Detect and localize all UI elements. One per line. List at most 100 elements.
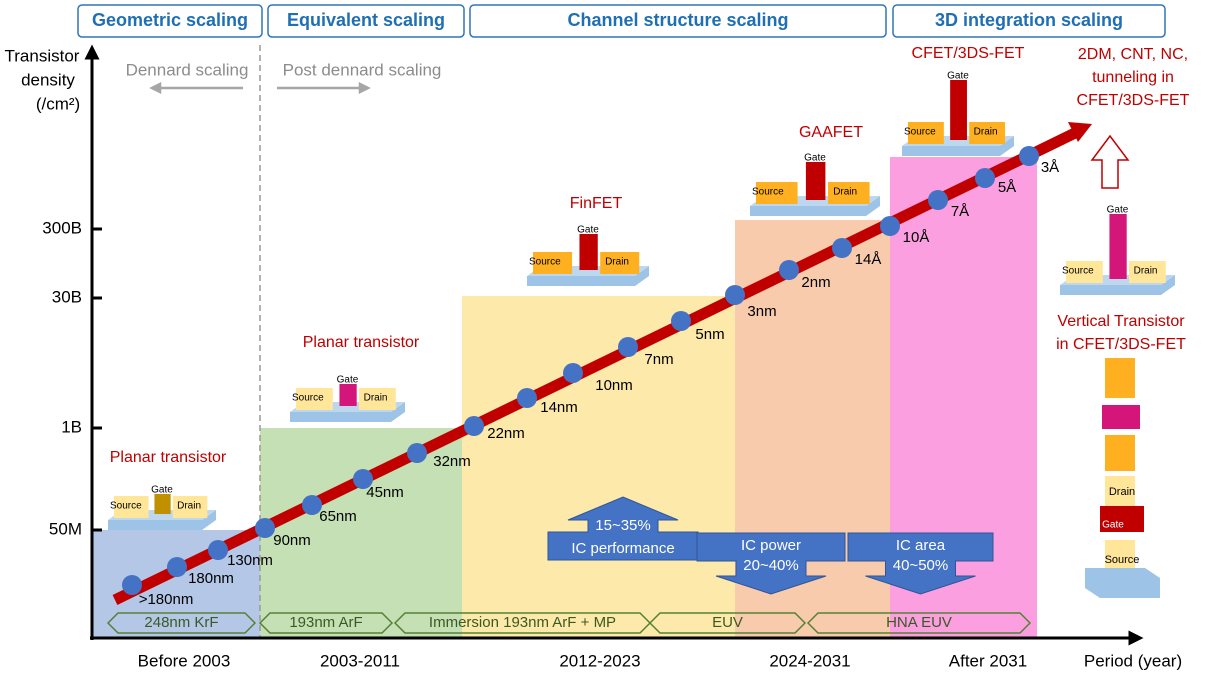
device-label: Planar transistor xyxy=(110,449,227,466)
gate xyxy=(1100,506,1144,532)
node-dot xyxy=(563,363,583,383)
y-tick-label: 50M xyxy=(49,519,82,538)
litho-label: EUV xyxy=(712,614,743,631)
gate xyxy=(950,80,967,140)
node-dot xyxy=(832,238,852,258)
era-label: Geometric scaling xyxy=(92,10,248,30)
node-label: 7Å xyxy=(951,203,969,220)
node-dot xyxy=(880,216,900,236)
gate xyxy=(1109,214,1127,279)
node-dot xyxy=(618,337,638,357)
node-dot xyxy=(255,518,275,538)
node-label: >180nm xyxy=(139,591,194,608)
era-box xyxy=(469,4,887,38)
era-label: Channel structure scaling xyxy=(567,10,788,30)
future-text: Vertical Transistor xyxy=(1057,313,1185,330)
device-icon: Source Gate Drain xyxy=(108,485,216,530)
device-icon: Source Gate Drain xyxy=(1060,205,1175,295)
litho-band xyxy=(806,612,1032,634)
node-dot xyxy=(407,443,427,463)
gate xyxy=(339,384,357,406)
node-label: 10nm xyxy=(595,377,633,394)
part-label: Gate xyxy=(1102,520,1124,531)
source xyxy=(756,182,798,204)
node-dot xyxy=(779,260,799,280)
litho-band xyxy=(258,612,394,634)
part-label: Drain xyxy=(974,127,998,138)
part-label: Drain xyxy=(364,393,388,404)
block xyxy=(1105,476,1135,506)
part-label: Gate xyxy=(1107,205,1129,216)
part-label: Gate xyxy=(337,375,359,386)
benefit-label: IC area xyxy=(896,537,946,554)
part-label: Source xyxy=(110,501,142,512)
litho-label: 193nm ArF xyxy=(289,614,362,631)
node-label: 5Å xyxy=(998,179,1016,196)
node-dot xyxy=(167,557,187,577)
device-label: CFET/3DS-FET xyxy=(912,45,1025,62)
node-dot xyxy=(122,575,142,595)
source xyxy=(1066,261,1103,283)
node-dot xyxy=(928,190,948,210)
gate xyxy=(579,234,598,270)
period: Before 2003 xyxy=(138,651,231,670)
y-tick-label: 300B xyxy=(42,218,82,237)
part-label: Drain xyxy=(1109,486,1135,498)
benefit-value: 20~40% xyxy=(743,557,798,574)
arrow xyxy=(149,81,243,95)
node-dot xyxy=(208,540,228,560)
benefit-arrow xyxy=(847,532,994,595)
node-dot xyxy=(302,495,322,515)
node-label: 10Å xyxy=(903,229,930,246)
node-label: 65nm xyxy=(319,508,357,525)
block xyxy=(1105,540,1135,568)
node-label: 3Å xyxy=(1041,159,1059,176)
litho-label: 248nm KrF xyxy=(144,614,218,631)
drain xyxy=(1129,261,1166,283)
y-ticks xyxy=(92,227,102,532)
period: After 2031 xyxy=(949,651,1027,670)
benefit-arrow xyxy=(696,532,846,595)
part-label: Drain xyxy=(605,257,629,268)
source xyxy=(114,496,149,518)
device-icon: Source Gate Drain xyxy=(290,375,405,422)
dennard-label: Post dennard scaling xyxy=(283,60,442,79)
y-title: (/cm²) xyxy=(36,94,80,113)
part-label: Drain xyxy=(1134,266,1158,277)
device-icon: Source Gate Drain xyxy=(750,153,880,216)
part-label: Gate xyxy=(151,485,173,496)
era-label: 3D integration scaling xyxy=(935,10,1123,30)
dennard-label: Dennard scaling xyxy=(126,60,249,79)
node-label: 90nm xyxy=(273,532,311,549)
node-dot xyxy=(975,168,995,188)
device-label: Planar transistor xyxy=(303,334,420,351)
benefit-label: IC power xyxy=(741,537,801,554)
device-label: GAAFET xyxy=(799,124,863,141)
part-label: Source xyxy=(904,127,936,138)
part-label: Gate xyxy=(804,153,826,164)
trend-arrow xyxy=(1068,122,1092,142)
region xyxy=(462,296,735,638)
node-label: 7nm xyxy=(644,351,673,368)
era-box xyxy=(267,4,465,38)
part-label: Drain xyxy=(177,501,201,512)
node-label: 130nm xyxy=(227,552,273,569)
source xyxy=(296,388,333,410)
part-label: Source xyxy=(752,187,784,198)
period: 2024-2031 xyxy=(769,651,850,670)
source xyxy=(533,252,573,274)
part-label: Gate xyxy=(577,225,599,236)
node-dot xyxy=(464,416,484,436)
device-icon: Source Gate Drain xyxy=(527,225,649,286)
node-label: 14Å xyxy=(855,251,882,268)
era-box xyxy=(77,4,263,38)
y-tick-label: 30B xyxy=(52,287,82,306)
future-text: 2DM, CNT, NC, xyxy=(1078,46,1188,63)
benefit-value: 40~50% xyxy=(893,557,948,574)
node-dot xyxy=(1019,146,1039,166)
part-label: Gate xyxy=(947,71,969,82)
up-arrow xyxy=(1090,134,1130,189)
drain xyxy=(828,182,870,204)
gate xyxy=(1102,405,1140,429)
